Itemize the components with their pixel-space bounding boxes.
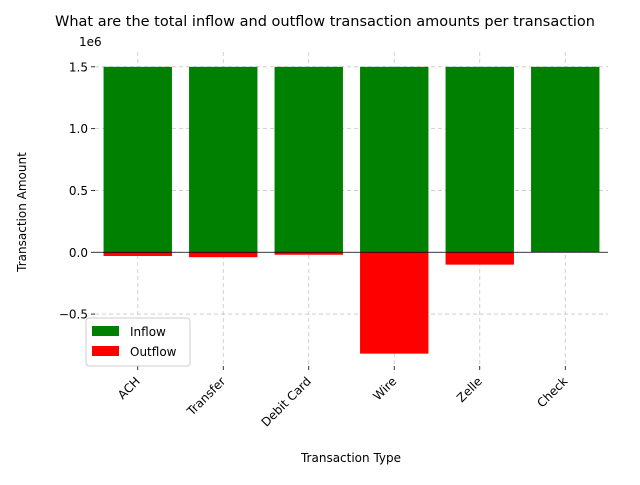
x-tick-label: Zelle (454, 374, 485, 405)
x-tick-label: Check (534, 374, 570, 410)
bar-outflow-ach (103, 252, 172, 256)
y-axis-offset-label: 1e6 (79, 35, 102, 49)
y-tick-label: 0.5 (69, 184, 88, 198)
legend-swatch-inflow (92, 326, 119, 336)
y-tick-label: 1.0 (69, 122, 88, 136)
y-tick-label: −0.5 (59, 308, 88, 322)
y-tick-label: 1.5 (69, 60, 88, 74)
x-tick-label: Transfer (184, 374, 229, 419)
x-tick-label: Debit Card (259, 374, 314, 429)
bar-outflow-wire (360, 252, 429, 354)
x-tick-label: ACH (115, 374, 143, 402)
bar-inflow-ach (103, 66, 172, 253)
bars (103, 66, 600, 354)
legend-swatch-outflow (92, 346, 119, 356)
y-axis-label: Transaction Amount (15, 152, 29, 273)
chart-title: What are the total inflow and outflow tr… (55, 14, 595, 30)
bar-inflow-check (531, 66, 600, 253)
bar-outflow-debit-card (274, 252, 343, 255)
legend-label-inflow: Inflow (130, 325, 166, 339)
bar-inflow-transfer (189, 66, 258, 253)
y-tick-label: 0.0 (69, 246, 88, 260)
x-axis-label: Transaction Type (300, 451, 401, 465)
bar-inflow-wire (360, 66, 429, 253)
bar-outflow-zelle (445, 252, 514, 265)
bar-inflow-zelle (445, 66, 514, 253)
legend: Inflow Outflow (85, 317, 191, 367)
legend-label-outflow: Outflow (130, 345, 177, 359)
bar-outflow-transfer (189, 252, 258, 258)
x-tick-label: Wire (370, 374, 399, 403)
bar-inflow-debit-card (274, 66, 343, 253)
